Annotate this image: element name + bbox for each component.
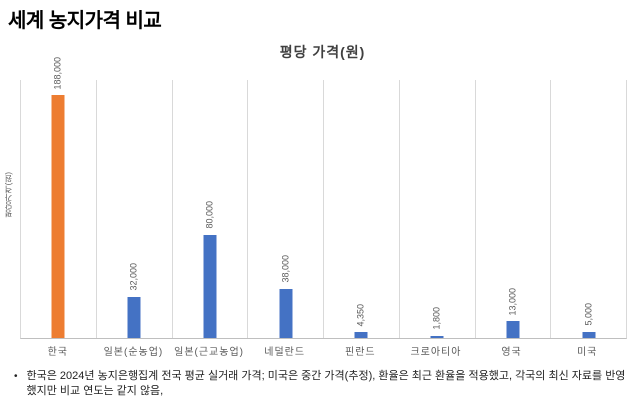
bar (506, 321, 520, 338)
bar (203, 234, 217, 338)
y-axis-title: 평당가격(원) (4, 172, 13, 218)
chart-title: 평당 가격(원) (279, 44, 366, 60)
category-axis: 한국 일본(순농업) 일본(근교농업) 네덜란드 핀란드 크로아티아 영국 미국 (20, 343, 625, 358)
category-label: 핀란드 (345, 347, 376, 358)
chart-category-column: 13,000 (476, 80, 552, 338)
bar-value-label: 4,350 (355, 303, 366, 327)
chart-category-column: 188,000 (21, 57, 97, 338)
bar-value-label: 80,000 (204, 201, 215, 229)
bar (354, 332, 368, 338)
footnote: • 한국은 2024년 농지은행집계 전국 평균 실거래 가격; 미국은 중간 … (14, 369, 628, 399)
bar-value-label: 38,000 (280, 255, 291, 283)
bar-value-label: 1,800 (431, 307, 442, 330)
bar-value-label: 5,000 (583, 303, 594, 326)
plot-area: 188,000 32,000 80,000 38,000 4,350 1,800 13,00… (20, 57, 627, 339)
chart-category-column: 4,350 (324, 80, 400, 338)
chart-category-column: 32,000 (97, 80, 173, 338)
chart-category-column: 5,000 (551, 80, 626, 338)
category-label: 미국 (576, 347, 598, 358)
category-label: 크로아티아 (410, 347, 462, 358)
bar (279, 288, 293, 338)
bar (51, 95, 65, 338)
bar-value-label: 188,000 (52, 56, 63, 90)
bullet-icon: • (14, 371, 18, 382)
category-label: 영국 (501, 347, 522, 358)
category-label: 한국 (47, 347, 69, 358)
page-title: 세계 농지가격 비교 (8, 10, 162, 32)
chart-category-column: 1,800 (400, 80, 476, 338)
category-label: 일본(근교농업) (174, 347, 244, 358)
category-label: 네덜란드 (264, 347, 306, 358)
bar (582, 331, 596, 338)
footnote-text: 한국은 2024년 농지은행집계 전국 평균 실거래 가격; 미국은 중간 가격… (26, 370, 626, 397)
chart-category-column: 38,000 (248, 80, 324, 338)
bar-value-label: 13,000 (507, 287, 518, 316)
bar (430, 335, 444, 338)
category-label: 일본(순농업) (103, 347, 164, 358)
bar-value-label: 32,000 (128, 263, 139, 291)
bar (127, 296, 141, 338)
chart-category-column: 80,000 (173, 80, 249, 338)
